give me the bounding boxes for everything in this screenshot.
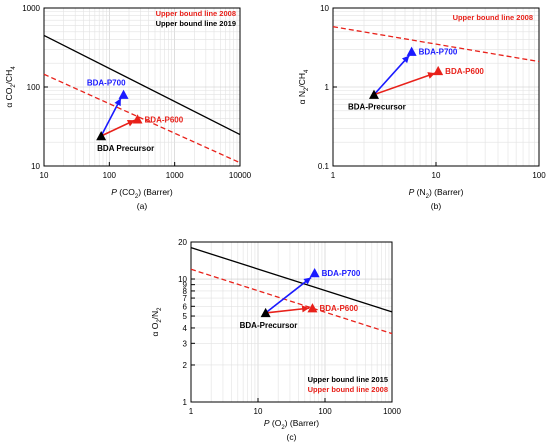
y-tick-label: 7 <box>183 294 188 303</box>
legend-entry-upper-bound-line-2015: Upper bound line 2015 <box>308 375 388 384</box>
chart-panel-1: 10 100 1000 10000 10 100 1000 BDA Precursor BDA-… <box>4 4 252 211</box>
x-tick-label: 1 <box>331 171 336 180</box>
legend-entry-upper-bound-line-2008: Upper bound line 2008 <box>308 385 388 394</box>
y-tick-label: 10 <box>178 275 187 284</box>
point-bda-p700 <box>309 267 320 278</box>
point-bda-precursor <box>368 89 379 99</box>
x-tick-label: 10000 <box>229 171 252 180</box>
y-tick-label: 9 <box>183 281 188 290</box>
point-bda-p600 <box>433 65 444 76</box>
y-tick-label: 1 <box>325 83 330 92</box>
point-label-bda-p600: BDA-P600 <box>445 67 484 76</box>
point-label-bda-p700: BDA-P700 <box>322 269 361 278</box>
point-label-bda-p600: BDA-P600 <box>319 304 358 313</box>
x-tick-label: 100 <box>103 171 117 180</box>
point-bda-p600 <box>307 303 318 313</box>
x-axis-label: P (N2) (Barrer) <box>409 187 464 200</box>
x-tick-label: 10 <box>40 171 49 180</box>
point-label-bda-p600: BDA-P600 <box>145 115 184 124</box>
x-axis-label: P (O2) (Barrer) <box>264 418 319 431</box>
point-label-bda-p700: BDA-P700 <box>419 48 458 57</box>
x-tick-label: 100 <box>318 407 332 416</box>
trend-arrow-head <box>126 120 135 127</box>
y-tick-label: 20 <box>178 238 187 247</box>
y-tick-label: 6 <box>183 302 188 311</box>
trend-arrow-head <box>427 72 436 79</box>
point-label-bda-precursor: BDA-Precursor <box>240 321 298 330</box>
point-bda-precursor <box>96 130 107 141</box>
trend-arrow-shaft <box>373 72 436 96</box>
x-tick-label: 10 <box>254 407 263 416</box>
trend-arrow-shaft <box>265 307 310 314</box>
chart-panel-2: 1 10 1000.1110BDA-PrecursorBDA-P700BDA-P60… <box>297 4 546 211</box>
point-bda-p700 <box>118 89 129 99</box>
line-upper-bound-line-2015 <box>190 247 393 313</box>
y-tick-label: 10 <box>31 162 40 171</box>
trend-arrow-shaft <box>265 276 312 314</box>
point-bda-p700 <box>406 46 417 56</box>
point-bda-p600 <box>132 114 143 124</box>
y-tick-label: 10 <box>320 4 329 13</box>
x-tick-label: 1 <box>189 407 194 416</box>
x-tick-label: 1000 <box>166 171 184 180</box>
x-axis-label: P (CO2) (Barrer) <box>111 187 173 200</box>
line-upper-bound-line-2008 <box>43 73 241 164</box>
y-axis-label: α O2/N2 <box>150 307 163 337</box>
point-label-bda-p700: BDA-P700 <box>87 79 126 88</box>
y-tick-label: 100 <box>27 83 41 92</box>
y-axis-label: α CO2/CH4 <box>4 66 17 108</box>
panel-label: (c) <box>287 432 297 442</box>
panel-label: (b) <box>431 201 442 211</box>
line-upper-bound-line-2008 <box>332 26 540 63</box>
line-upper-bound-line-2008 <box>190 268 393 335</box>
x-tick-label: 1000 <box>383 407 401 416</box>
line-upper-bound-line-2019 <box>43 34 241 136</box>
legend-entry-upper-bound-line-2008: Upper bound line 2008 <box>156 9 236 18</box>
point-label-bda-precursor: BDA Precursor <box>97 144 154 153</box>
x-tick-label: 100 <box>532 171 546 180</box>
trend-arrow-shaft <box>373 55 410 96</box>
trend-arrow-shaft <box>100 97 122 137</box>
trend-arrow-head <box>401 55 410 64</box>
plot-frame <box>190 241 393 403</box>
legend-entry-upper-bound-line-2008: Upper bound line 2008 <box>453 13 533 22</box>
y-tick-label: 5 <box>183 312 188 321</box>
y-tick-label: 3 <box>183 339 188 348</box>
trend-arrow-head <box>301 305 310 313</box>
chart-panel-3: 1 10 100 10001234567891020BDA-PrecursorBDA-… <box>150 238 401 442</box>
y-tick-label: 0.1 <box>318 162 330 171</box>
y-tick-label: 8 <box>183 287 188 296</box>
y-axis-label: α N2/CH4 <box>297 69 310 104</box>
x-tick-label: 10 <box>432 171 441 180</box>
point-label-bda-precursor: BDA-Precursor <box>348 103 406 112</box>
panel-label: (a) <box>137 201 148 211</box>
trend-arrow-head <box>114 98 121 107</box>
legend-entry-upper-bound-line-2019: Upper bound line 2019 <box>156 19 236 28</box>
trend-arrow-head <box>303 277 312 285</box>
point-bda-precursor <box>260 307 271 318</box>
y-tick-label: 1 <box>183 398 188 407</box>
y-tick-label: 2 <box>183 361 188 370</box>
y-tick-label: 1000 <box>22 4 40 13</box>
y-tick-label: 4 <box>183 324 188 333</box>
